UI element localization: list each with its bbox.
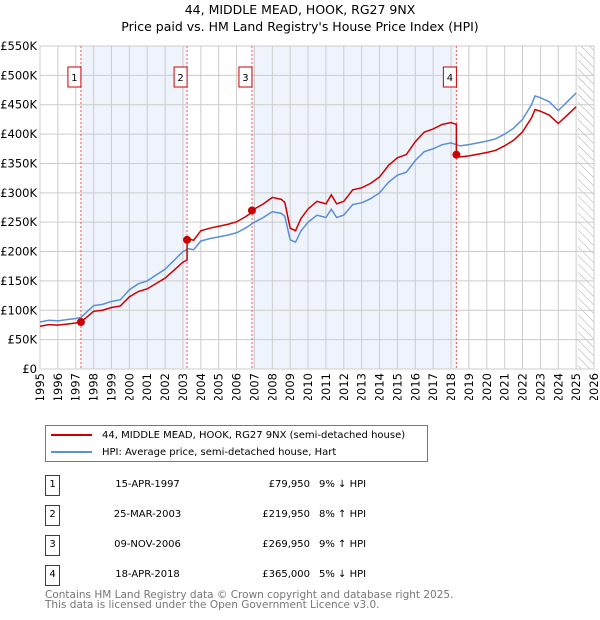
sale-date: 15-APR-1997: [115, 479, 180, 490]
legend-swatch-hpi: [51, 451, 92, 453]
price-chart: £0 £50K £100K £150K £200K £250K £300K £350K £400…: [0, 39, 600, 400]
x-tick-label: 2021: [498, 373, 512, 400]
sale-number-badge: 3: [45, 535, 60, 556]
sale-number-badge: 1: [45, 475, 60, 496]
x-tick-label: 2007: [247, 373, 261, 400]
sale-date: 18-APR-2018: [115, 569, 180, 580]
sale-marker-box: [173, 66, 188, 88]
hpi-line: [39, 92, 577, 323]
sale-price: £79,950: [268, 479, 310, 490]
footer-licence: This data is licensed under the Open Gov…: [45, 599, 380, 611]
y-tick-label: £0: [22, 362, 37, 376]
x-tick-label: 2018: [444, 373, 458, 400]
sale-marker-number: 3: [242, 73, 248, 84]
sale-marker-box: [442, 66, 457, 88]
x-tick-label: 1995: [33, 373, 47, 400]
sale-point: [183, 235, 192, 244]
x-tick-label: 2009: [283, 373, 297, 400]
sale-price: £269,950: [262, 539, 310, 550]
x-tick-label: 1999: [104, 373, 118, 400]
x-tick-label: 2008: [265, 373, 279, 400]
x-tick-label: 2010: [301, 373, 315, 400]
ownership-band: [251, 46, 457, 369]
sale-hpi-diff: 9% ↑ HPI: [319, 539, 367, 550]
sale-marker-number: 1: [71, 73, 77, 84]
x-tick-label: 2004: [194, 373, 208, 400]
sale-point: [452, 150, 461, 159]
x-tick-label: 2014: [373, 373, 387, 400]
x-tick-label: 2016: [408, 373, 422, 400]
sale-point: [247, 206, 256, 215]
x-tick-label: 2000: [122, 373, 136, 400]
chart-title: 44, MIDDLE MEAD, HOOK, RG27 9NX: [184, 2, 416, 17]
sale-row: 1 15-APR-1997 £79,950 9% ↓ HPI: [45, 475, 465, 496]
x-tick-label: 1997: [69, 373, 83, 400]
sale-marker-box: [67, 66, 82, 88]
x-tick-label: 2003: [176, 373, 190, 400]
legend: 44, MIDDLE MEAD, HOOK, RG27 9NX (semi-de…: [45, 425, 428, 462]
y-tick-label: £100K: [0, 303, 37, 317]
y-tick-label: £400K: [0, 127, 37, 141]
x-tick-label: 2020: [480, 373, 494, 400]
property-price-line: [39, 106, 577, 327]
sale-hpi-diff: 5% ↓ HPI: [319, 569, 367, 580]
x-tick-label: 2012: [337, 373, 351, 400]
y-tick-label: £50K: [8, 333, 38, 347]
sale-number-badge: 4: [45, 565, 60, 586]
sale-point: [76, 318, 85, 327]
x-tick-label: 1996: [51, 373, 65, 400]
y-tick-label: £550K: [0, 39, 37, 53]
legend-label-hpi: HPI: Average price, semi-detached house,…: [102, 446, 337, 458]
y-tick-label: £350K: [0, 156, 37, 170]
x-tick-label: 2026: [587, 373, 600, 400]
chart-subtitle: Price paid vs. HM Land Registry's House …: [121, 19, 479, 34]
sale-row: 4 18-APR-2018 £365,000 5% ↓ HPI: [45, 565, 465, 586]
x-tick-label: 2002: [158, 373, 172, 400]
x-tick-label: 2006: [230, 373, 244, 400]
x-tick-label: 2013: [355, 373, 369, 400]
x-tick-label: 2025: [569, 373, 583, 400]
sale-number-badge: 2: [45, 505, 60, 526]
sale-date: 09-NOV-2006: [114, 539, 181, 550]
x-tick-label: 2024: [551, 373, 565, 400]
y-tick-label: £500K: [0, 68, 37, 82]
sale-hpi-diff: 9% ↓ HPI: [319, 479, 367, 490]
legend-swatch-property: [51, 434, 92, 436]
x-tick-label: 2015: [390, 373, 404, 400]
y-tick-label: £200K: [0, 245, 37, 259]
sale-marker-number: 4: [447, 73, 453, 84]
sale-hpi-diff: 8% ↑ HPI: [319, 509, 367, 520]
x-tick-label: 2017: [426, 373, 440, 400]
x-tick-label: 2019: [462, 373, 476, 400]
sale-marker-box: [238, 66, 253, 88]
x-tick-label: 1998: [87, 373, 101, 400]
sale-marker-number: 2: [177, 73, 183, 84]
x-tick-label: 2022: [516, 373, 530, 400]
x-tick-label: 2005: [212, 373, 226, 400]
y-tick-label: £300K: [0, 186, 37, 200]
sale-price: £219,950: [262, 509, 310, 520]
y-tick-label: £450K: [0, 98, 37, 112]
plot-border: [39, 45, 595, 370]
y-tick-label: £150K: [0, 274, 37, 288]
sale-price: £365,000: [262, 569, 310, 580]
sale-row: 3 09-NOV-2006 £269,950 9% ↑ HPI: [45, 535, 465, 556]
x-tick-label: 2011: [319, 373, 333, 400]
x-tick-label: 2023: [533, 373, 547, 400]
x-tick-label: 2001: [140, 373, 154, 400]
sale-row: 2 25-MAR-2003 £219,950 8% ↑ HPI: [45, 505, 465, 526]
footer-copyright: Contains HM Land Registry data © Crown c…: [45, 589, 454, 601]
legend-label-property: 44, MIDDLE MEAD, HOOK, RG27 9NX (semi-de…: [102, 429, 406, 441]
ownership-band: [80, 46, 188, 369]
y-tick-label: £250K: [0, 215, 37, 229]
forecast-hatch: [577, 46, 594, 369]
sale-date: 25-MAR-2003: [113, 509, 182, 520]
